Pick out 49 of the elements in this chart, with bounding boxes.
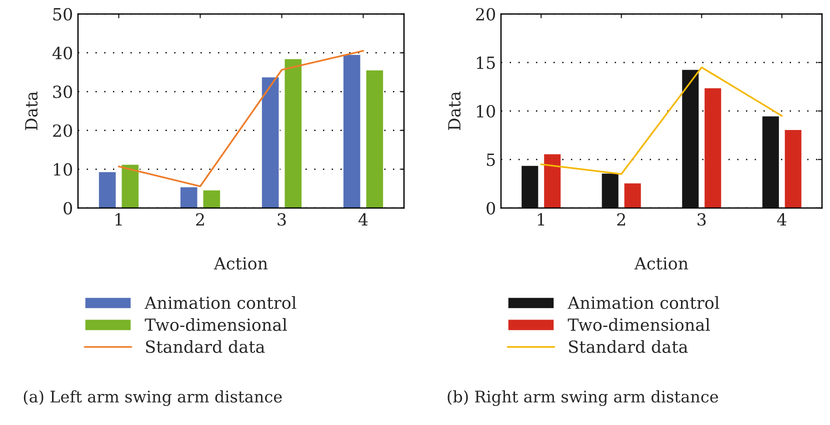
x-tick-label: 3 — [698, 213, 706, 226]
legend-label: Standard data — [146, 340, 265, 353]
bar — [202, 189, 222, 208]
y-tick-label: 10 — [476, 104, 496, 118]
legend-label: Animation control — [568, 296, 720, 310]
y-tick-label: 15 — [476, 56, 495, 70]
y-axis-title: Data — [448, 92, 461, 130]
legend-label: Two-dimensional — [568, 318, 710, 332]
bar — [365, 69, 384, 208]
x-tick-label: 2 — [617, 213, 626, 226]
y-tick-label: 40 — [52, 46, 72, 60]
text: (a) Left arm swing arm distance — [24, 390, 282, 406]
line-series — [118, 50, 364, 188]
bar — [520, 164, 540, 208]
bar — [623, 182, 642, 208]
bar — [600, 172, 620, 208]
bar — [120, 164, 140, 208]
bar — [284, 58, 303, 208]
bar — [784, 128, 802, 208]
bar — [98, 170, 117, 208]
line-series — [540, 66, 783, 175]
bar — [703, 87, 722, 208]
x-tick-label: 1 — [538, 213, 544, 226]
x-tick-label: 4 — [777, 213, 786, 226]
y-tick-label: 0 — [64, 202, 72, 215]
bar — [260, 76, 280, 208]
bar — [761, 115, 780, 208]
text: (b) Right arm swing arm distance — [448, 390, 718, 406]
y-tick-label: 0 — [486, 202, 496, 215]
x-tick-label: 4 — [358, 213, 368, 226]
y-tick-label: 20 — [476, 8, 496, 21]
x-axis-title: Action — [214, 257, 268, 270]
bar — [342, 54, 362, 208]
y-tick-label: 5 — [486, 154, 495, 166]
bar — [179, 186, 198, 208]
x-axis-title: Action — [634, 257, 688, 270]
x-tick-label: 1 — [115, 213, 122, 226]
y-tick-label: 30 — [53, 86, 72, 98]
legend-label: Animation control — [144, 296, 296, 310]
y-tick-label: 20 — [53, 124, 72, 137]
y-tick-label: 10 — [54, 163, 72, 176]
x-tick-label: 3 — [278, 213, 286, 226]
y-axis-title: Data — [25, 92, 38, 130]
bar — [681, 68, 700, 208]
x-tick-label: 2 — [196, 213, 204, 226]
legend-label: Two-dimensional — [144, 318, 287, 332]
bar — [542, 153, 562, 208]
legend-label: Standard data — [569, 340, 688, 353]
y-tick-label: 50 — [53, 8, 72, 21]
